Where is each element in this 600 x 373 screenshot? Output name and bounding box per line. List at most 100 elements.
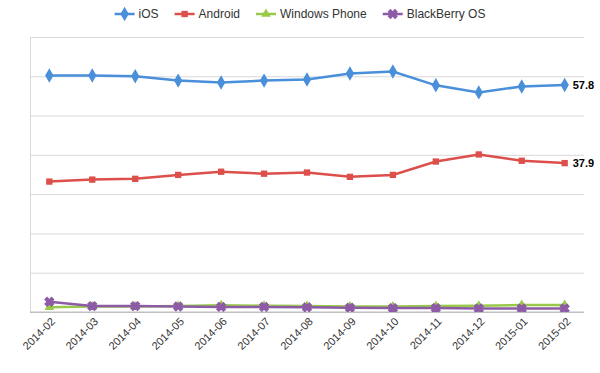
legend-item: Android — [175, 7, 240, 21]
series-marker — [214, 300, 227, 312]
legend-item: BlackBerry OS — [383, 7, 486, 21]
series-marker — [46, 178, 52, 184]
series-marker — [389, 64, 397, 78]
y-tick — [30, 233, 584, 234]
series-marker — [472, 302, 485, 312]
series-marker — [89, 176, 95, 182]
series-marker — [174, 73, 182, 87]
grid-line — [30, 312, 584, 313]
x-tick: 2014-03 — [63, 312, 100, 352]
x-tick: 2014-05 — [149, 312, 186, 352]
series-marker — [129, 299, 142, 312]
y-tick — [30, 116, 584, 117]
grid-line — [30, 155, 584, 156]
x-tick-label: 2014-06 — [192, 315, 229, 352]
x-tick: 2014-09 — [321, 312, 358, 352]
x-tick: 2014-02 — [20, 312, 57, 352]
series-marker — [562, 160, 568, 166]
grid-line — [30, 233, 584, 234]
x-tick: 2015-01 — [493, 312, 530, 352]
series-marker — [260, 73, 268, 87]
x-tick: 2014-11 — [407, 312, 443, 351]
series-marker — [346, 66, 354, 80]
series-marker — [175, 172, 181, 178]
series-marker — [88, 68, 96, 82]
series-marker — [132, 176, 138, 182]
series-line — [49, 72, 564, 93]
legend-item: iOS — [115, 7, 159, 21]
series-marker — [515, 302, 528, 312]
series-marker — [300, 301, 313, 312]
grid-line — [30, 194, 584, 195]
x-tick: 2014-12 — [450, 312, 487, 352]
x-tick-label: 2014-08 — [278, 315, 315, 352]
x-tick-label: 2015-01 — [493, 315, 530, 352]
series-marker — [432, 78, 440, 92]
series-marker — [519, 158, 525, 164]
legend-label: BlackBerry OS — [407, 7, 486, 21]
series-marker — [347, 174, 353, 180]
y-tick — [30, 273, 584, 274]
series-marker — [518, 79, 526, 93]
legend-marker — [181, 11, 187, 17]
series-marker — [476, 151, 482, 157]
x-tick: 2015-02 — [536, 312, 573, 352]
x-tick-label: 2014-11 — [407, 315, 443, 351]
plot-area — [43, 64, 572, 312]
series-marker — [218, 169, 224, 175]
y-tick — [30, 312, 584, 313]
legend-label: Android — [199, 7, 240, 21]
data-labels: 57.8 37.9 — [573, 79, 594, 169]
chart: 2014-022014-032014-042014-052014-062014-… — [0, 0, 600, 373]
y-tick — [30, 37, 584, 38]
x-tick: 2014-08 — [278, 312, 315, 352]
x-tick-label: 2014-02 — [20, 315, 57, 352]
series-marker — [43, 295, 56, 308]
x-tick: 2014-10 — [364, 312, 401, 352]
series-marker — [475, 85, 483, 99]
x-tick: 2014-06 — [192, 312, 229, 352]
legend-marker — [386, 7, 399, 20]
legend-label: Windows Phone — [280, 7, 367, 21]
series-marker — [558, 302, 571, 312]
x-tick: 2014-07 — [235, 312, 272, 352]
series-marker — [86, 299, 99, 312]
x-tick-label: 2014-10 — [364, 315, 401, 352]
series-marker — [217, 75, 225, 89]
series-marker — [343, 301, 356, 312]
legend-marker — [261, 8, 271, 16]
series-marker — [433, 158, 439, 164]
grid-line — [30, 37, 584, 38]
x-tick-label: 2014-12 — [450, 315, 487, 352]
x-tick-label: 2014-03 — [63, 315, 100, 352]
y-tick — [30, 155, 584, 156]
x-tick: 2014-04 — [106, 312, 143, 352]
grid-line — [30, 116, 584, 117]
series-line — [49, 154, 564, 181]
x-tick-label: 2014-05 — [149, 315, 186, 352]
x-tick-label: 2014-09 — [321, 315, 358, 352]
series-marker — [131, 69, 139, 83]
series-marker — [303, 72, 311, 86]
x-axis: 2014-022014-032014-042014-052014-062014-… — [20, 312, 584, 352]
y-axis-line — [31, 38, 585, 313]
data-label: 37.9 — [573, 157, 594, 169]
series-marker — [386, 301, 399, 312]
data-label: 57.8 — [573, 79, 594, 91]
x-tick-label: 2015-02 — [536, 315, 573, 352]
legend: iOS Android Windows Phone BlackBerry OS — [115, 7, 486, 21]
legend-label: iOS — [139, 7, 159, 21]
x-axis-line — [30, 312, 584, 313]
series-marker — [561, 78, 569, 92]
legend-item: Windows Phone — [256, 7, 367, 21]
legend-marker — [120, 7, 128, 21]
series-marker — [390, 172, 396, 178]
series-marker — [171, 300, 184, 312]
series-marker — [45, 68, 53, 82]
series-marker — [304, 169, 310, 175]
series-marker — [261, 171, 267, 177]
x-tick-label: 2014-07 — [235, 315, 272, 352]
y-axis — [30, 38, 584, 313]
series-marker — [429, 301, 442, 312]
x-tick-label: 2014-04 — [106, 315, 143, 352]
